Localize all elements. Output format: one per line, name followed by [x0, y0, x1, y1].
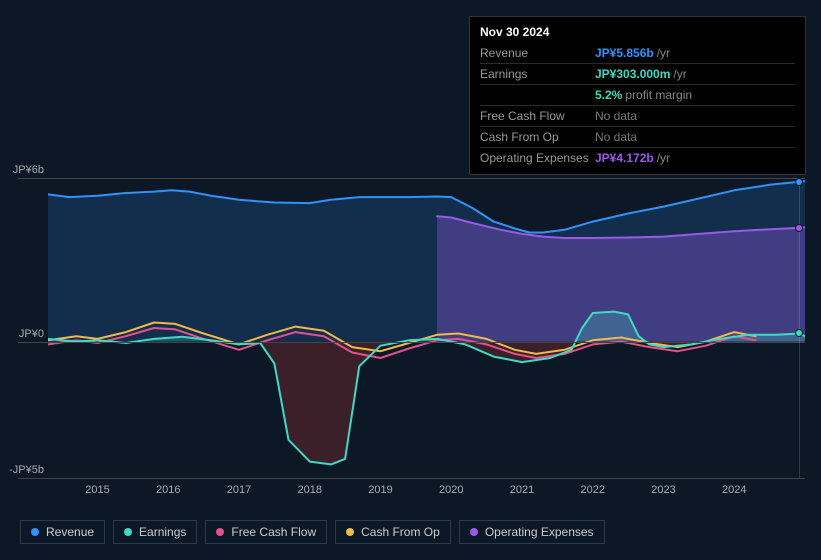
tooltip-row-label: Free Cash Flow — [480, 107, 595, 125]
tooltip-row-label — [480, 86, 595, 104]
legend-item-cashFromOp[interactable]: Cash From Op — [335, 520, 451, 544]
tooltip-row-label: Earnings — [480, 65, 595, 83]
tooltip-row-label: Revenue — [480, 44, 595, 62]
tooltip-row: Free Cash FlowNo data — [480, 105, 795, 126]
tooltip-row-label: Operating Expenses — [480, 149, 595, 167]
tooltip-date: Nov 30 2024 — [480, 23, 795, 41]
gridline — [18, 478, 805, 479]
tooltip-row-value: No data — [595, 107, 637, 125]
legend-item-label: Earnings — [139, 525, 186, 539]
y-axis-label: JP¥6b — [0, 164, 44, 176]
chart-hover-line — [799, 178, 800, 478]
y-axis-label: -JP¥5b — [0, 464, 44, 476]
legend-dot-icon — [470, 528, 478, 536]
legend-dot-icon — [124, 528, 132, 536]
chart-legend: Revenue Earnings Free Cash Flow Cash From O… — [20, 520, 605, 544]
x-axis-label: 2016 — [156, 484, 180, 496]
legend-item-earnings[interactable]: Earnings — [113, 520, 197, 544]
legend-item-revenue[interactable]: Revenue — [20, 520, 105, 544]
y-axis-label: JP¥0 — [0, 328, 44, 340]
tooltip-row: EarningsJP¥303.000m/yr — [480, 63, 795, 84]
tooltip-row-value: No data — [595, 128, 637, 146]
x-axis-label: 2022 — [581, 484, 605, 496]
tooltip-row: RevenueJP¥5.856b/yr — [480, 43, 795, 63]
gridline — [18, 178, 805, 179]
legend-item-label: Free Cash Flow — [231, 525, 316, 539]
x-axis-label: 2019 — [368, 484, 392, 496]
legend-dot-icon — [346, 528, 354, 536]
tooltip-row: 5.2%profit margin — [480, 84, 795, 105]
x-axis-label: 2023 — [651, 484, 675, 496]
legend-item-operatingExpenses[interactable]: Operating Expenses — [459, 520, 605, 544]
gridline — [18, 342, 805, 343]
legend-item-label: Revenue — [46, 525, 94, 539]
x-axis-label: 2018 — [298, 484, 322, 496]
tooltip-row-value: JP¥5.856b/yr — [595, 44, 670, 62]
x-axis-label: 2017 — [227, 484, 251, 496]
x-axis-label: 2020 — [439, 484, 463, 496]
tooltip-row-value: JP¥303.000m/yr — [595, 65, 687, 83]
chart-svg — [48, 178, 805, 478]
x-axis-label: 2024 — [722, 484, 746, 496]
legend-item-label: Operating Expenses — [485, 525, 594, 539]
tooltip-row-label: Cash From Op — [480, 128, 595, 146]
chart-tooltip: Nov 30 2024 RevenueJP¥5.856b/yrEarningsJ… — [469, 16, 806, 175]
x-axis-label: 2021 — [510, 484, 534, 496]
tooltip-row-value: 5.2%profit margin — [595, 86, 692, 104]
x-axis-label: 2015 — [85, 484, 109, 496]
legend-item-label: Cash From Op — [361, 525, 440, 539]
financials-chart[interactable] — [48, 178, 805, 478]
legend-dot-icon — [31, 528, 39, 536]
tooltip-row-value: JP¥4.172b/yr — [595, 149, 670, 167]
tooltip-row: Cash From OpNo data — [480, 126, 795, 147]
legend-item-freeCashFlow[interactable]: Free Cash Flow — [205, 520, 327, 544]
tooltip-row: Operating ExpensesJP¥4.172b/yr — [480, 147, 795, 168]
legend-dot-icon — [216, 528, 224, 536]
